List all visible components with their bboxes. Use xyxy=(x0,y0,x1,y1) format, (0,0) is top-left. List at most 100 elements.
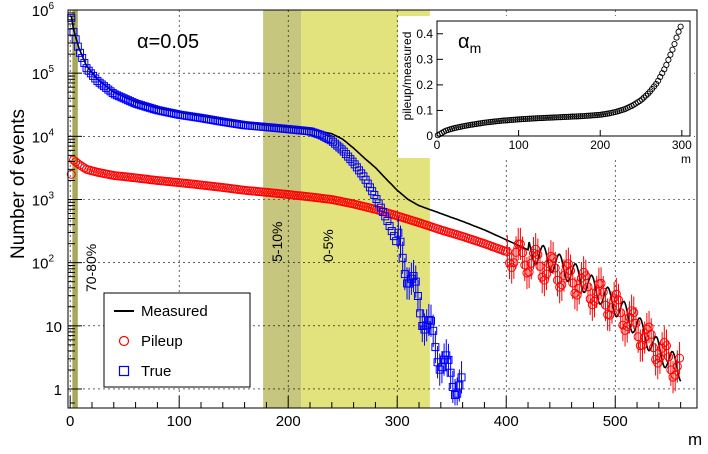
x-axis-label: m xyxy=(688,430,702,449)
legend-pileup-symbol xyxy=(118,335,130,347)
pileup-point xyxy=(509,258,519,268)
inset-x-label: m xyxy=(681,152,691,166)
inset-point xyxy=(555,114,562,121)
inset-point xyxy=(575,113,582,120)
series-pileup xyxy=(66,155,685,394)
inset-point xyxy=(485,119,492,126)
true-point xyxy=(337,145,346,154)
inset-point xyxy=(559,114,566,121)
y-tick-exponent: 4 xyxy=(48,127,54,138)
inset-point xyxy=(524,115,531,122)
pileup-point xyxy=(581,271,591,281)
pileup-point xyxy=(664,352,674,362)
y-tick-label-2: 102 xyxy=(32,254,55,273)
legend: Measured Pileup True xyxy=(103,292,251,388)
inset-point xyxy=(669,46,676,53)
pileup-point xyxy=(598,287,608,297)
y-tick-base: 10 xyxy=(32,66,49,83)
inset-point xyxy=(542,114,550,121)
y-tick-base: 10 xyxy=(32,192,49,209)
true-point xyxy=(80,59,89,68)
inset-x-tick-label-2: 200 xyxy=(590,138,610,152)
true-point xyxy=(437,363,446,372)
inset-point xyxy=(518,116,525,123)
inset-point xyxy=(528,115,535,122)
true-point xyxy=(413,291,422,300)
inset-point xyxy=(567,113,574,120)
true-point xyxy=(350,160,359,169)
inset-point xyxy=(585,112,592,119)
true-point xyxy=(89,71,98,80)
inset-x-tick-label-0: 0 xyxy=(434,138,441,152)
inset-point xyxy=(467,121,474,128)
pileup-point xyxy=(531,244,541,254)
y-tick-label-1: 10 xyxy=(45,319,62,336)
inset-point xyxy=(640,94,647,101)
pileup-point xyxy=(539,275,549,285)
y-tick-exponent: 5 xyxy=(48,64,54,75)
pileup-point xyxy=(672,361,682,371)
true-point xyxy=(392,237,401,246)
inset-point xyxy=(481,119,488,126)
pileup-point xyxy=(631,318,641,328)
x-tick-label-2: 200 xyxy=(276,413,301,430)
true-point xyxy=(422,321,431,330)
inset-point xyxy=(526,115,533,122)
inset-point xyxy=(471,121,478,128)
pileup-point xyxy=(629,308,639,318)
alpha-annotation: α=0.05 xyxy=(137,31,199,53)
inset-point xyxy=(502,117,509,124)
inset-point xyxy=(675,28,682,35)
legend-pileup-label: Pileup xyxy=(141,333,183,350)
true-point xyxy=(341,150,350,159)
legend-measured-label: Measured xyxy=(141,303,208,320)
inset-point xyxy=(671,40,678,48)
true-point xyxy=(424,315,433,324)
inset-point xyxy=(667,51,674,58)
true-point xyxy=(400,270,409,279)
band-label-5-10: 5-10% xyxy=(269,222,285,262)
true-point xyxy=(86,69,95,78)
pileup-point xyxy=(614,295,624,305)
true-point xyxy=(396,237,405,246)
inset-point xyxy=(553,114,560,121)
inset-point xyxy=(489,118,496,125)
inset-x-tick-label-3: 300 xyxy=(672,138,692,152)
pileup-point xyxy=(596,278,606,288)
inset-y-tick-label-3: 0.3 xyxy=(416,52,433,66)
inset-point xyxy=(512,116,519,123)
inset-y-tick-label-1: 0.1 xyxy=(416,103,433,117)
true-point xyxy=(427,316,436,325)
inset-point xyxy=(563,113,570,120)
inset-point xyxy=(536,115,543,122)
inset-title-sub: m xyxy=(470,40,482,56)
inset-point xyxy=(549,114,556,121)
y-tick-label-6: 106 xyxy=(32,1,55,20)
y-tick-base: 10 xyxy=(32,129,49,146)
true-point xyxy=(376,203,385,212)
inset-point xyxy=(483,119,490,126)
true-point xyxy=(442,351,451,360)
inset-title: αm xyxy=(458,31,481,56)
inset-point xyxy=(579,113,586,120)
true-point xyxy=(84,66,93,75)
true-point xyxy=(352,163,361,172)
pileup-point xyxy=(572,290,582,300)
inset-point xyxy=(534,115,541,122)
inset-point xyxy=(473,120,480,127)
inset-series xyxy=(434,23,684,139)
inset-point xyxy=(506,117,513,124)
inset-y-label: pileup/measured xyxy=(400,32,414,121)
pileup-point xyxy=(66,169,76,179)
inset-point xyxy=(546,114,554,121)
true-point xyxy=(398,253,407,262)
inset-point xyxy=(591,112,598,119)
inset-title-alpha: α xyxy=(458,31,470,53)
inset-point xyxy=(573,113,580,120)
y-tick-exponent: 3 xyxy=(48,190,54,201)
inset-point xyxy=(589,112,596,119)
inset-point xyxy=(498,117,505,124)
true-point xyxy=(381,212,390,221)
inset-plot-frame xyxy=(436,20,691,137)
